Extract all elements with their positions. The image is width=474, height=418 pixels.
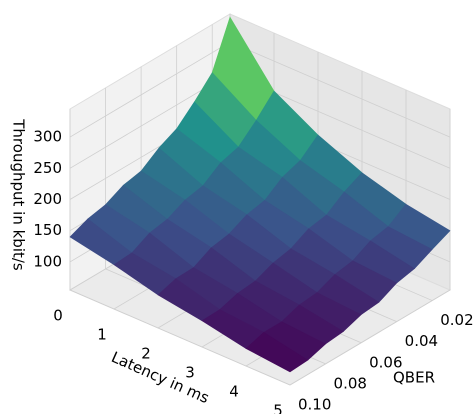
x-axis-label: Latency in ms	[109, 348, 212, 407]
y-axis-label: QBER	[393, 369, 435, 387]
y-tick-label: 0.02	[440, 311, 473, 329]
z-tick-label: 300	[33, 128, 62, 146]
grid-line	[229, 41, 451, 138]
x-tick-label: 4	[229, 383, 239, 401]
z-axis-label: Throughput in kbit/s	[10, 118, 28, 271]
z-tick-label: 250	[33, 159, 62, 177]
y-tick-label: 0.06	[369, 353, 402, 371]
grid-line	[69, 289, 291, 386]
x-tick-label: 2	[141, 345, 151, 363]
grid-line	[289, 289, 451, 386]
x-tick-label: 1	[97, 326, 107, 344]
surface	[69, 16, 451, 373]
y-tick-label: 0.10	[298, 396, 331, 414]
x-tick-label: 3	[185, 364, 195, 382]
z-tick-label: 150	[33, 221, 62, 239]
labels: 0 1 2 3 4 5 0.020.040.060.080.10 100 150 200 250 30…	[33, 128, 473, 418]
z-tick-label: 200	[33, 190, 62, 208]
grid-line	[69, 41, 231, 138]
x-tick-label: 0	[53, 307, 63, 325]
y-tick-label: 0.08	[334, 374, 367, 392]
surface-facet	[245, 332, 309, 373]
z-tick-label: 100	[33, 252, 62, 270]
y-tick-label: 0.04	[405, 332, 438, 350]
x-tick-label: 5	[273, 402, 283, 415]
